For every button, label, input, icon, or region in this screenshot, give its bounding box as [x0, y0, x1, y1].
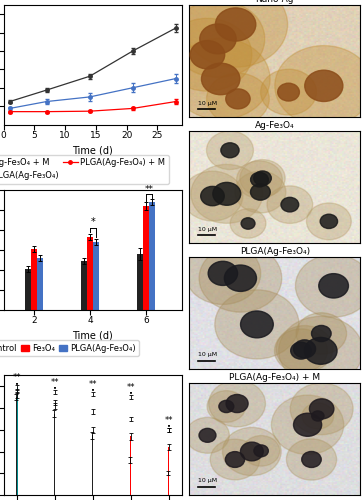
Circle shape: [296, 254, 364, 317]
Text: 10 μM: 10 μM: [198, 478, 217, 484]
Text: **: **: [165, 416, 173, 424]
Text: 10 μM: 10 μM: [198, 352, 217, 358]
Circle shape: [291, 342, 311, 359]
Circle shape: [267, 186, 313, 224]
Circle shape: [207, 390, 246, 422]
Circle shape: [250, 184, 270, 200]
Circle shape: [312, 326, 331, 342]
Circle shape: [186, 418, 229, 453]
Circle shape: [237, 161, 282, 198]
Text: **: **: [13, 373, 21, 382]
Circle shape: [182, 171, 243, 221]
Text: **: **: [127, 383, 135, 392]
Circle shape: [272, 395, 344, 454]
Circle shape: [171, 38, 270, 119]
Circle shape: [201, 186, 224, 206]
Legend: Ag-Fe₃O₄ + M, PLGA(Ag-Fe₃O₄), PLGA(Ag-Fe₃O₄) + M: Ag-Fe₃O₄ + M, PLGA(Ag-Fe₃O₄), PLGA(Ag-Fe…: [0, 155, 169, 184]
Bar: [149, 202, 155, 310]
Legend: Control, Fe₃O₄, PLGA(Ag-Fe₃O₄): Control, Fe₃O₄, PLGA(Ag-Fe₃O₄): [0, 340, 139, 356]
Circle shape: [242, 436, 280, 466]
Text: **: **: [88, 380, 97, 388]
Circle shape: [261, 69, 316, 115]
Circle shape: [312, 411, 324, 421]
Circle shape: [293, 413, 322, 436]
Circle shape: [274, 329, 328, 372]
Title: Nano-Ag: Nano-Ag: [256, 0, 294, 4]
Circle shape: [230, 209, 266, 238]
Title: PLGA(Ag-Fe₃O₄) + M: PLGA(Ag-Fe₃O₄) + M: [229, 373, 320, 382]
Circle shape: [199, 244, 282, 312]
Circle shape: [235, 171, 286, 213]
Text: 10 μM: 10 μM: [198, 100, 217, 105]
Bar: [93, 242, 99, 310]
Circle shape: [240, 160, 285, 197]
Title: Ag-Fe₃O₄: Ag-Fe₃O₄: [255, 121, 294, 130]
Bar: [37, 258, 43, 310]
Circle shape: [206, 131, 253, 170]
Circle shape: [302, 452, 321, 468]
Circle shape: [278, 83, 300, 101]
Circle shape: [207, 73, 269, 124]
Circle shape: [254, 171, 271, 186]
Circle shape: [184, 0, 288, 67]
Circle shape: [222, 428, 281, 476]
Circle shape: [290, 383, 353, 434]
Circle shape: [241, 311, 273, 338]
Circle shape: [305, 70, 343, 102]
Bar: [25, 269, 31, 310]
Bar: [143, 206, 149, 310]
Circle shape: [191, 164, 263, 224]
Circle shape: [276, 326, 333, 372]
Circle shape: [302, 403, 334, 429]
Circle shape: [304, 338, 337, 364]
Circle shape: [201, 63, 240, 94]
Bar: [31, 249, 37, 310]
Circle shape: [224, 265, 257, 291]
Circle shape: [254, 445, 268, 457]
Circle shape: [171, 0, 265, 78]
Circle shape: [275, 46, 364, 126]
Circle shape: [281, 198, 299, 212]
Circle shape: [199, 428, 216, 442]
Circle shape: [226, 394, 248, 412]
X-axis label: Time (d): Time (d): [72, 330, 113, 340]
Circle shape: [221, 143, 239, 158]
Circle shape: [320, 214, 337, 228]
Circle shape: [309, 399, 334, 419]
Title: PLGA(Ag-Fe₃O₄): PLGA(Ag-Fe₃O₄): [240, 247, 310, 256]
Circle shape: [208, 262, 238, 285]
Circle shape: [293, 340, 316, 358]
Circle shape: [226, 89, 250, 109]
Circle shape: [200, 24, 236, 54]
X-axis label: Time (d): Time (d): [72, 146, 113, 156]
Circle shape: [319, 274, 348, 298]
Text: 10 μM: 10 μM: [198, 226, 217, 232]
Circle shape: [296, 313, 347, 354]
Circle shape: [213, 182, 241, 206]
Text: *: *: [91, 218, 95, 228]
Text: **: **: [51, 378, 59, 386]
Circle shape: [250, 172, 268, 187]
Circle shape: [225, 452, 245, 468]
Circle shape: [163, 18, 252, 91]
Bar: [81, 261, 87, 310]
Circle shape: [215, 290, 299, 359]
Circle shape: [241, 218, 255, 229]
Circle shape: [286, 439, 337, 480]
Circle shape: [185, 242, 261, 304]
Circle shape: [209, 380, 265, 427]
Bar: [136, 254, 143, 310]
Circle shape: [306, 203, 351, 239]
Circle shape: [190, 40, 225, 69]
Circle shape: [241, 442, 263, 461]
Circle shape: [215, 8, 256, 41]
Circle shape: [279, 316, 363, 386]
Circle shape: [219, 400, 234, 412]
Circle shape: [210, 439, 260, 480]
Bar: [87, 238, 93, 310]
Text: **: **: [145, 185, 153, 194]
